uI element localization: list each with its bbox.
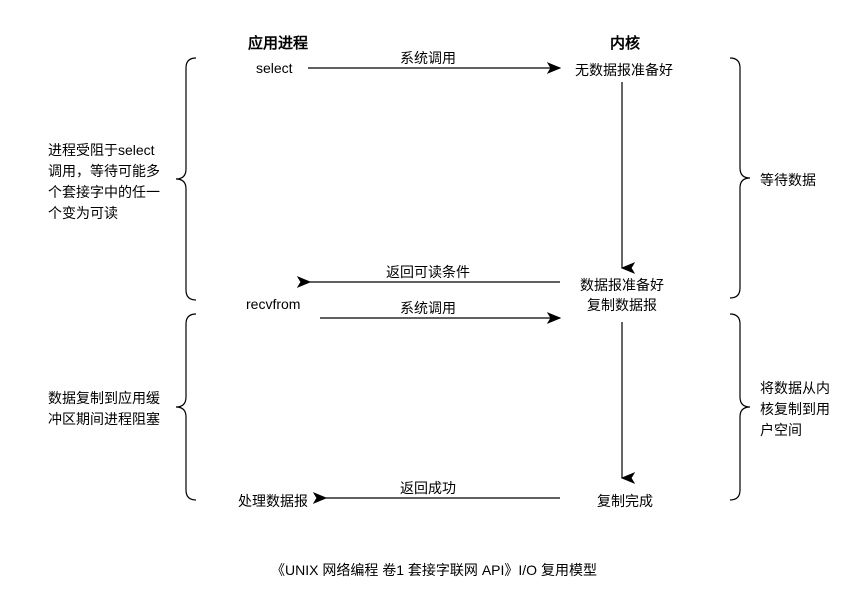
node-ready-line2: 复制数据报 (580, 296, 664, 316)
annotation-right-bottom-l3: 户空间 (760, 420, 830, 441)
node-recvfrom: recvfrom (246, 296, 300, 312)
header-application: 应用进程 (248, 32, 308, 53)
node-nodata: 无数据报准备好 (575, 60, 673, 80)
node-select: select (256, 60, 293, 76)
annotation-left-bottom-l1: 数据复制到应用缓 (48, 388, 160, 409)
annotation-right-bottom-l1: 将数据从内 (760, 378, 830, 399)
caption: 《UNIX 网络编程 卷1 套接字联网 API》I/O 复用模型 (0, 560, 868, 580)
annotation-right-bottom-l2: 核复制到用 (760, 399, 830, 420)
node-ready: 数据报准备好 复制数据报 (580, 276, 664, 315)
annotation-left-bottom: 数据复制到应用缓 冲区期间进程阻塞 (48, 388, 160, 430)
annotation-left-top: 进程受阻于select 调用，等待可能多 个套接字中的任一 个变为可读 (48, 140, 160, 224)
annotation-left-top-l1: 进程受阻于select (48, 140, 160, 161)
brace-right-bottom (730, 314, 750, 500)
brace-left-top (176, 58, 196, 300)
brace-right-top (730, 58, 750, 298)
annotation-left-top-l2: 调用，等待可能多 (48, 161, 160, 182)
label-select-syscall: 系统调用 (400, 48, 456, 68)
annotation-left-top-l3: 个套接字中的任一 (48, 182, 160, 203)
annotation-left-top-l4: 个变为可读 (48, 203, 160, 224)
label-return-readable: 返回可读条件 (386, 262, 470, 282)
header-kernel: 内核 (610, 32, 640, 53)
node-done: 复制完成 (597, 491, 653, 511)
node-process: 处理数据报 (238, 491, 308, 511)
annotation-right-top: 等待数据 (760, 170, 816, 191)
annotation-right-bottom: 将数据从内 核复制到用 户空间 (760, 378, 830, 441)
node-ready-line1: 数据报准备好 (580, 276, 664, 296)
label-recvfrom-syscall: 系统调用 (400, 298, 456, 318)
annotation-left-bottom-l2: 冲区期间进程阻塞 (48, 409, 160, 430)
label-return-success: 返回成功 (400, 478, 456, 498)
brace-left-bottom (176, 314, 196, 500)
